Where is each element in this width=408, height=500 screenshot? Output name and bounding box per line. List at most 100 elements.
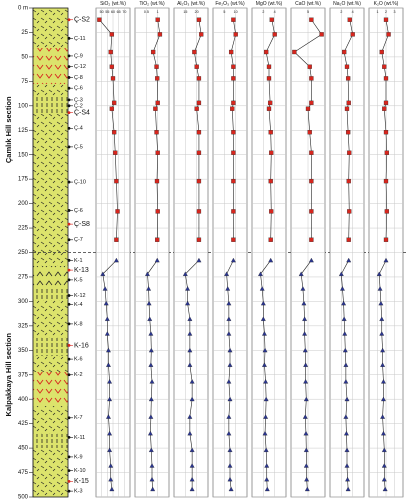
triangle-marker (108, 476, 114, 482)
profile-line (293, 19, 323, 240)
square-marker (345, 76, 351, 81)
triangle-marker (187, 430, 193, 436)
triangle-marker (380, 414, 386, 419)
triangle-marker (106, 414, 111, 419)
depth-tick-label: 425 (18, 421, 29, 427)
square-marker (113, 150, 118, 155)
triangle-marker (342, 347, 348, 353)
panel-title: Al₂O₃ (wt.%) (177, 1, 205, 7)
square-marker (150, 49, 156, 55)
square-marker (231, 64, 236, 69)
square-marker (346, 100, 351, 106)
triangle-marker (260, 300, 266, 306)
triangle-marker (346, 257, 352, 263)
x-tick-label: 0.5 (144, 10, 149, 14)
sample-label: K-11 (74, 435, 85, 441)
sample-label: K-15 (74, 478, 89, 485)
sample-label: K-12 (74, 293, 86, 299)
square-marker (319, 32, 324, 37)
triangle-marker (107, 447, 113, 453)
profile-line (341, 260, 349, 490)
triangle-marker (109, 486, 115, 492)
triangle-marker (189, 379, 195, 384)
triangle-marker (344, 463, 350, 468)
square-marker (383, 76, 389, 81)
square-marker (309, 100, 314, 106)
triangle-marker (227, 347, 233, 353)
square-marker (386, 32, 391, 37)
depth-tick-label: 350 (18, 348, 29, 354)
triangle-marker (106, 347, 111, 353)
triangle-marker (108, 463, 114, 468)
square-marker (266, 64, 272, 69)
square-marker (109, 64, 115, 69)
triangle-marker (308, 257, 314, 263)
x-tick-label: 55 (105, 10, 109, 14)
square-marker (347, 17, 352, 22)
square-marker (114, 237, 119, 242)
triangle-marker (343, 379, 349, 384)
square-marker (196, 178, 202, 184)
triangle-marker (301, 300, 307, 306)
panel-title: Fe₂O₃ (wt.%) (215, 1, 245, 7)
square-marker (347, 209, 352, 214)
panel-title: TiO₂ (wt.%) (139, 1, 165, 7)
square-marker (383, 178, 389, 184)
profile-line (378, 260, 387, 490)
square-marker (307, 64, 312, 69)
sample-label: Ç-6 (74, 86, 83, 92)
sample-label: K-1 (74, 258, 83, 264)
sample-label: Ç-11 (74, 36, 86, 42)
sample-label: K-2 (74, 372, 83, 378)
sample-label: K-16 (74, 342, 89, 349)
triangle-marker (107, 379, 113, 384)
square-marker (233, 32, 238, 37)
triangle-marker (379, 316, 385, 321)
square-marker (309, 17, 314, 22)
triangle-marker (226, 300, 232, 306)
triangle-marker (379, 331, 385, 336)
triangle-marker (189, 396, 195, 402)
square-marker (269, 150, 274, 155)
triangle-marker (303, 362, 309, 367)
triangle-marker (224, 271, 230, 276)
triangle-marker (185, 300, 191, 306)
triangle-marker (343, 414, 349, 419)
triangle-marker (148, 396, 154, 402)
profile-line (102, 260, 117, 490)
square-marker (383, 130, 389, 135)
profile-line (147, 260, 158, 490)
triangle-marker (187, 347, 193, 353)
triangle-marker (303, 379, 309, 384)
triangle-marker (380, 362, 386, 367)
triangle-marker (340, 286, 345, 291)
square-marker (115, 209, 120, 214)
triangle-marker (263, 396, 269, 402)
triangle-marker (344, 447, 350, 453)
sample-label: K-9 (74, 454, 83, 460)
square-marker (266, 106, 272, 111)
sample-label: K-3 (74, 489, 83, 495)
triangle-marker (148, 362, 154, 367)
square-marker (269, 17, 274, 22)
square-marker (384, 209, 390, 214)
square-marker (345, 130, 351, 135)
square-marker (196, 237, 202, 242)
x-tick-label: 2 (262, 10, 264, 14)
triangle-marker (303, 447, 309, 453)
square-marker (109, 106, 115, 111)
panel-title: CaO (wt.%) (295, 1, 321, 7)
triangle-marker (341, 300, 347, 306)
square-marker (268, 178, 273, 184)
triangle-marker (343, 362, 349, 367)
square-marker (231, 130, 236, 135)
triangle-marker (264, 486, 270, 492)
depth-tick-label: 250 (18, 250, 29, 256)
triangle-marker (226, 331, 232, 336)
sample-label: Ç-8 (74, 75, 83, 81)
triangle-marker (189, 447, 195, 453)
sample-label: K-6 (74, 357, 83, 363)
triangle-marker (187, 316, 193, 321)
square-marker (196, 209, 202, 214)
